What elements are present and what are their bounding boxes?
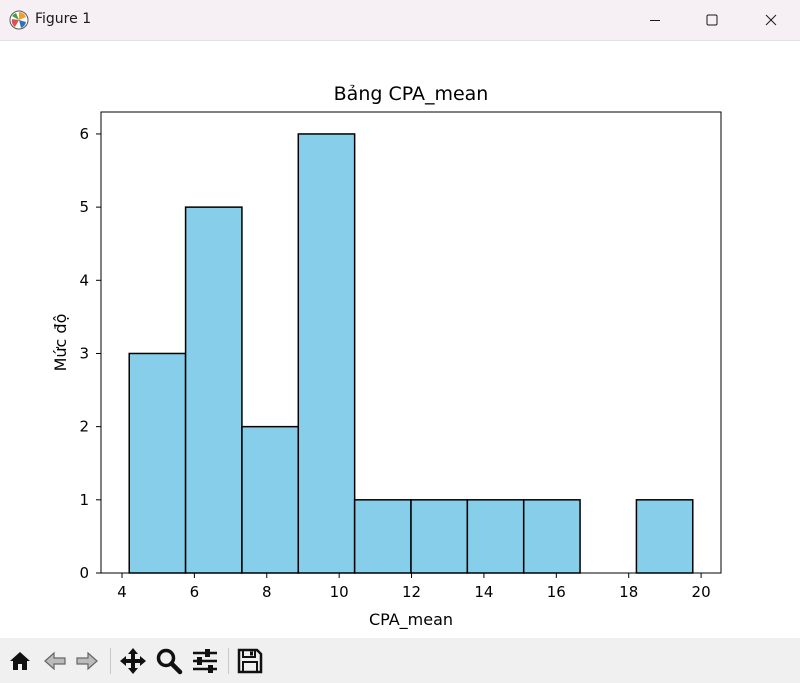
y-tick-label: 4 <box>79 271 89 289</box>
y-tick-label: 6 <box>79 125 89 143</box>
histogram-bar <box>522 499 581 574</box>
x-tick-label: 18 <box>619 583 638 601</box>
toolbar-separator <box>228 648 229 674</box>
forward-button[interactable] <box>72 646 102 676</box>
pan-button[interactable] <box>118 646 148 676</box>
pan-icon <box>120 648 146 674</box>
axes-frame <box>100 111 722 574</box>
x-axis-label: CPA_mean <box>369 610 453 630</box>
configure-subplots-button[interactable] <box>190 646 220 676</box>
y-axis-label: Mức độ <box>51 314 70 372</box>
x-tick-label: 6 <box>190 583 200 601</box>
histogram-bar <box>635 499 694 574</box>
save-icon <box>237 648 263 674</box>
back-button[interactable] <box>40 646 70 676</box>
close-icon <box>765 14 777 26</box>
x-tick-label: 10 <box>330 583 349 601</box>
home-button[interactable] <box>5 646 35 676</box>
histogram-bar <box>353 499 412 574</box>
zoom-icon <box>156 648 183 675</box>
close-button[interactable] <box>742 0 800 40</box>
back-icon <box>44 651 66 671</box>
histogram-bar <box>241 425 300 574</box>
x-tick-label: 4 <box>117 583 127 601</box>
forward-icon <box>76 651 98 671</box>
histogram-bar <box>184 206 243 574</box>
toolbar-separator <box>110 648 111 674</box>
configure-subplots-icon <box>193 649 217 673</box>
histogram-bar <box>466 499 525 574</box>
window-title: Figure 1 <box>35 11 92 27</box>
y-tick-label: 1 <box>79 491 89 509</box>
navigation-toolbar <box>0 638 800 683</box>
x-tick-label: 20 <box>692 583 711 601</box>
chart-title: Bảng CPA_mean <box>334 83 489 105</box>
y-tick-label: 2 <box>79 418 89 436</box>
x-tick-label: 8 <box>262 583 272 601</box>
minimize-button[interactable] <box>626 0 684 40</box>
x-tick-label: 12 <box>402 583 421 601</box>
x-tick-label: 16 <box>547 583 566 601</box>
x-tick-label: 14 <box>474 583 493 601</box>
x-ticks: 4 6 8 10 12 14 16 18 20 <box>117 573 711 601</box>
minimize-icon <box>650 20 660 21</box>
window-titlebar: Figure 1 <box>0 0 800 41</box>
y-tick-label: 5 <box>79 198 89 216</box>
bars-group <box>128 133 694 574</box>
maximize-icon <box>706 14 718 26</box>
y-ticks: 0 1 2 3 4 5 6 <box>79 125 101 582</box>
matplotlib-logo-icon <box>9 10 29 30</box>
home-icon <box>10 652 30 670</box>
histogram-bar <box>410 499 469 574</box>
zoom-button[interactable] <box>154 646 184 676</box>
histogram-bar <box>297 133 356 574</box>
y-tick-label: 0 <box>79 564 89 582</box>
histogram-bar <box>128 352 187 574</box>
save-button[interactable] <box>235 646 265 676</box>
y-tick-label: 3 <box>79 344 89 362</box>
maximize-button[interactable] <box>683 0 741 40</box>
